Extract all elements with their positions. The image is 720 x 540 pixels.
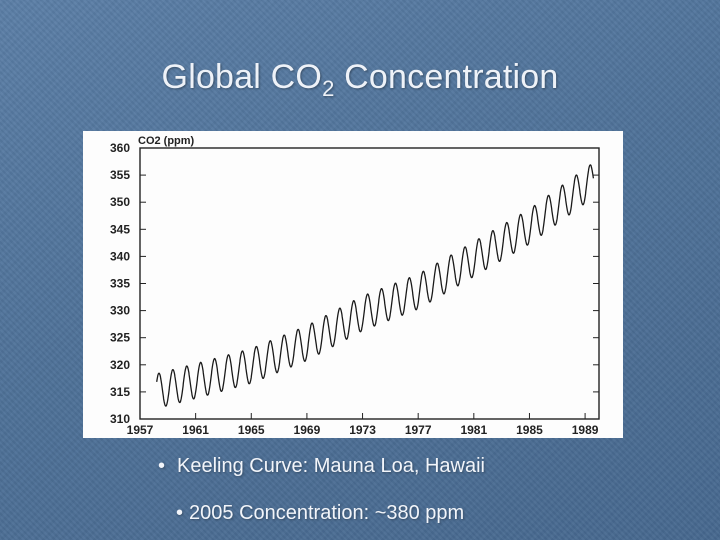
x-tick-label: 1965 <box>238 423 265 437</box>
chart-svg: CO2 (ppm) 360 355 350 345 340 335 330 325 320 315 3… <box>110 135 600 437</box>
x-tick-label: 1961 <box>182 423 209 437</box>
y-tick-label: 335 <box>110 277 130 291</box>
y-tick-label: 325 <box>110 331 130 345</box>
co2-series-line <box>156 164 595 407</box>
x-tick-label: 1957 <box>127 423 154 437</box>
x-tick-label: 1977 <box>405 423 432 437</box>
y-axis-label: CO2 (ppm) <box>138 135 195 147</box>
x-tick-label: 1981 <box>460 423 487 437</box>
title-subscript: 2 <box>322 76 335 101</box>
title-prefix: Global CO <box>161 58 323 96</box>
y-tick-label: 320 <box>110 358 130 372</box>
y-tick-label: 315 <box>110 385 130 399</box>
y-tick-label: 330 <box>110 304 130 318</box>
y-tick-label: 345 <box>110 222 130 236</box>
keeling-chart: CO2 (ppm) 360 355 350 345 340 335 330 325 320 315 3… <box>83 131 623 438</box>
bullet-item: • 2005 Concentration: ~380 ppm <box>176 502 464 525</box>
bullet-item: • Keeling Curve: Mauna Loa, Hawaii <box>158 455 485 478</box>
x-tick-label: 1985 <box>516 423 543 437</box>
y-tick-label: 360 <box>110 141 130 155</box>
x-tick-label: 1973 <box>349 423 376 437</box>
x-tick-label: 1989 <box>572 423 599 437</box>
bullet-text: Keeling Curve: Mauna Loa, Hawaii <box>177 455 485 477</box>
slide-title: Global CO2 Concentration <box>0 58 720 102</box>
y-tick-label: 340 <box>110 249 130 263</box>
x-tick-label: 1969 <box>294 423 321 437</box>
bullet-marker: • <box>176 502 184 524</box>
bullet-marker: • <box>158 455 166 477</box>
plot-frame <box>139 147 600 420</box>
y-tick-label: 310 <box>110 412 130 426</box>
title-suffix: Concentration <box>334 58 559 96</box>
y-tick-label: 350 <box>110 195 130 209</box>
bullet-text: 2005 Concentration: ~380 ppm <box>189 502 465 524</box>
y-tick-label: 355 <box>110 168 130 182</box>
